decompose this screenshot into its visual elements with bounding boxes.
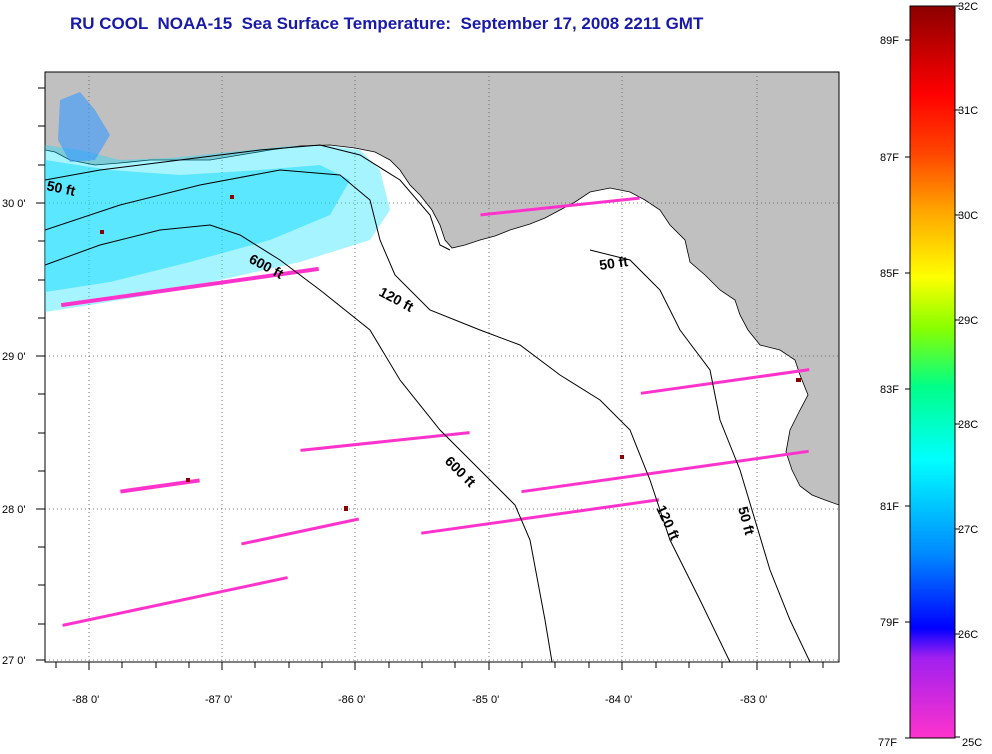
- celsius-label: 25C: [962, 737, 982, 749]
- celsius-label: 27C: [958, 524, 978, 536]
- lon-label: -83 0': [740, 694, 767, 706]
- longitude-labels: -88 0' -87 0' -86 0' -85 0' -84 0' -83 0…: [72, 694, 767, 706]
- lat-label: 28 0': [2, 504, 26, 516]
- contour-label-50ft-southeast: 50 ft: [735, 505, 758, 537]
- graticule: [45, 72, 839, 662]
- contour-50ft-west: [45, 144, 451, 251]
- celsius-label: 29C: [958, 315, 978, 327]
- tick-marks: [36, 87, 824, 670]
- fahrenheit-label: 87F: [880, 152, 899, 164]
- fahrenheit-label: 77F: [878, 737, 897, 749]
- land-area: [45, 72, 839, 506]
- page-title: RU COOL NOAA-15 Sea Surface Temperature:…: [70, 14, 704, 33]
- fahrenheit-label: 89F: [880, 35, 899, 47]
- fahrenheit-label: 81F: [880, 501, 899, 513]
- lon-label: -85 0': [472, 694, 499, 706]
- contour-600ft: [45, 224, 553, 662]
- fahrenheit-label: 85F: [880, 268, 899, 280]
- temperature-colorbar: 32C 31C 30C 29C 28C 27C 26C 25C 89F 87F …: [878, 1, 982, 749]
- celsius-label: 28C: [958, 419, 978, 431]
- contour-label-50ft-west: 50 ft: [45, 177, 77, 199]
- contour-120ft: [45, 169, 731, 662]
- celsius-label: 26C: [958, 629, 978, 641]
- celsius-label: 32C: [958, 1, 978, 13]
- fahrenheit-label: 79F: [880, 617, 899, 629]
- contour-50ft-east: [589, 249, 811, 662]
- lat-label: 27 0': [2, 655, 26, 667]
- lon-label: -88 0': [72, 694, 99, 706]
- celsius-label: 31C: [958, 105, 978, 117]
- contour-label-50ft-east: 50 ft: [598, 253, 629, 273]
- lat-label: 30 0': [2, 198, 26, 210]
- lat-label: 29 0': [2, 351, 26, 363]
- celsius-label: 30C: [958, 210, 978, 222]
- lon-label: -84 0': [605, 694, 632, 706]
- map-frame: [44, 71, 840, 663]
- lon-label: -86 0': [338, 694, 365, 706]
- latitude-labels: 30 0' 29 0' 28 0' 27 0': [2, 198, 26, 667]
- fahrenheit-label: 83F: [880, 384, 899, 396]
- colorbar-gradient: [909, 5, 956, 739]
- lon-label: -87 0': [205, 694, 232, 706]
- depth-contours: [45, 144, 811, 662]
